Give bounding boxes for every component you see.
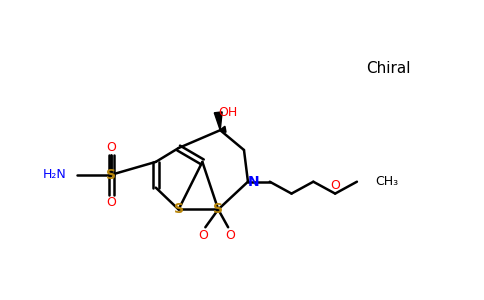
Text: O: O [225, 229, 235, 242]
Polygon shape [214, 112, 222, 130]
Text: S: S [213, 202, 223, 216]
Text: S: S [106, 168, 116, 182]
Text: O: O [106, 196, 116, 209]
Text: OH: OH [218, 106, 238, 119]
Text: H₂N: H₂N [43, 168, 67, 181]
Text: CH₃: CH₃ [375, 175, 398, 188]
Text: S: S [174, 202, 183, 216]
Text: O: O [198, 229, 208, 242]
Text: Chiral: Chiral [366, 61, 411, 76]
Text: O: O [330, 179, 340, 192]
Text: N: N [248, 175, 260, 189]
Text: O: O [106, 140, 116, 154]
